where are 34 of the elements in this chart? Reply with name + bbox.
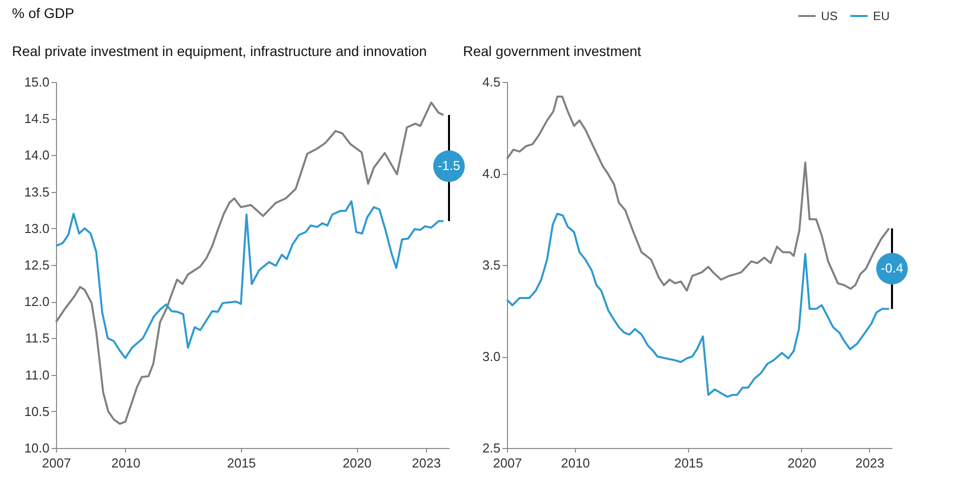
line-series — [55, 200, 444, 359]
x-tick-label: 2020 — [342, 456, 372, 470]
legend-label: US — [821, 9, 838, 23]
y-tick-label: 2.5 — [482, 440, 500, 456]
x-tick-label: 2023 — [855, 456, 884, 470]
y-axis-title: % of GDP — [12, 5, 74, 21]
x-tick-label: 2010 — [111, 456, 140, 470]
y-tick-label: 11.5 — [25, 330, 50, 346]
y-tick-label: 12.5 — [24, 258, 50, 272]
y-tick-label: 10.0 — [24, 440, 50, 456]
x-tick-label: 2015 — [674, 456, 704, 470]
y-tick-label: 4.5 — [482, 74, 500, 90]
legend-label: EU — [873, 9, 890, 23]
y-tick-label: 4.0 — [482, 166, 500, 181]
y-tick-label: 14.0 — [24, 148, 50, 163]
chart-title: Real government investment — [463, 43, 642, 59]
y-tick-label: 11.0 — [25, 367, 50, 382]
annotation: -1.5 — [438, 158, 460, 174]
x-tick-label: 2020 — [787, 456, 816, 470]
y-tick-label: 3.5 — [482, 258, 500, 272]
y-tick-label: 12.0 — [24, 294, 50, 310]
x-tick-label: 2015 — [226, 456, 256, 470]
y-tick-label: 15.0 — [24, 74, 50, 90]
chart-title: Real private investment in equipment, infrastructure and innovation — [12, 43, 427, 59]
y-tick-label: 13.5 — [24, 184, 50, 200]
y-tick-label: 14.5 — [24, 111, 50, 126]
x-tick-label: 2010 — [560, 456, 590, 470]
y-tick-label: 13.0 — [24, 220, 50, 236]
x-tick-label: 2023 — [412, 456, 441, 470]
x-tick-label: 2007 — [42, 456, 71, 470]
y-tick-label: 10.5 — [24, 404, 50, 419]
x-tick-label: 2007 — [493, 456, 522, 470]
y-tick-label: 3.0 — [482, 349, 500, 364]
annotation: -0.4 — [880, 260, 904, 276]
